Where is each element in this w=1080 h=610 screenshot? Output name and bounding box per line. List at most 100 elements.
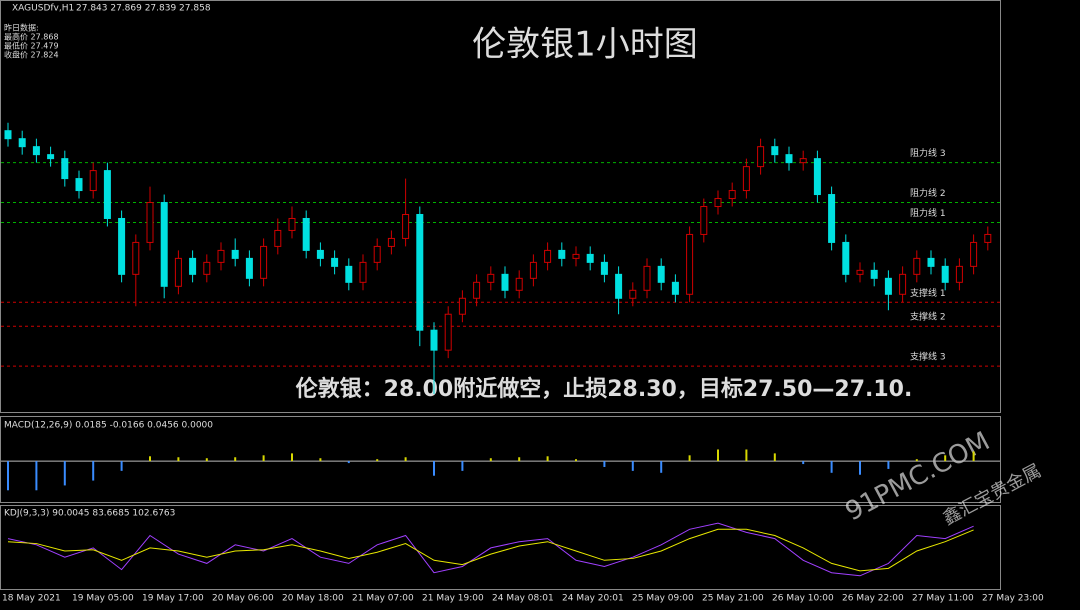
macd-bar — [63, 461, 66, 486]
candle-body — [331, 257, 339, 267]
x-tick-label: 24 May 20:01 — [562, 594, 624, 604]
macd-bar — [802, 461, 805, 465]
candle-body — [32, 146, 40, 156]
candle-body — [359, 261, 367, 283]
candle-body — [600, 261, 608, 275]
candle-body — [870, 269, 878, 279]
candle-body — [544, 249, 552, 263]
macd-bar — [518, 457, 521, 462]
candle-body — [913, 257, 921, 275]
level-label: 支撑线 2 — [910, 311, 946, 323]
candle-body — [657, 265, 665, 283]
candle-body — [586, 253, 594, 263]
candle-body — [316, 249, 324, 259]
info-line: 昨日数据: — [4, 23, 39, 33]
candle-body — [686, 233, 694, 295]
candle-body — [856, 269, 864, 275]
candle-body — [103, 170, 111, 219]
candle-body — [785, 154, 793, 164]
macd-bar — [745, 449, 748, 462]
candle-body — [728, 190, 736, 200]
candle-body — [302, 217, 310, 251]
macd-title: MACD(12,26,9) 0.0185 -0.0166 0.0456 0.00… — [4, 421, 213, 431]
level-label: 支撑线 1 — [910, 287, 946, 299]
candle-body — [444, 313, 452, 351]
x-tick-label: 20 May 18:00 — [282, 594, 344, 604]
ohlc: 27.843 27.869 27.839 27.858 — [76, 4, 211, 14]
macd-bar — [7, 461, 9, 491]
candle-body — [345, 265, 353, 283]
candle-body — [61, 158, 69, 180]
x-tick-label: 25 May 09:00 — [632, 594, 694, 604]
candle-body — [146, 202, 154, 243]
macd-bar — [291, 453, 293, 462]
macd-bar — [887, 461, 890, 469]
candle-body — [700, 206, 708, 235]
kdj-line — [7, 522, 974, 577]
candle-body — [217, 249, 225, 263]
level-label: 阻力线 2 — [910, 187, 946, 199]
candle-body — [714, 198, 722, 208]
macd-bar — [717, 449, 719, 462]
candle-body — [4, 130, 12, 140]
candle-body — [274, 229, 282, 247]
candle-body — [899, 273, 907, 295]
macd-bar — [972, 451, 975, 462]
macd-bar — [319, 458, 322, 462]
candle-body — [799, 158, 807, 164]
candle-body — [47, 154, 55, 160]
candle-body — [458, 297, 466, 315]
x-tick-label: 18 May 2021 — [2, 594, 61, 604]
macd-bar — [433, 461, 435, 476]
level-label: 阻力线 3 — [910, 147, 946, 159]
macd-bar — [177, 457, 180, 462]
candle-body — [842, 241, 850, 275]
macd-bar — [35, 461, 38, 491]
macd-bar — [660, 461, 663, 473]
candle-body — [884, 277, 892, 295]
candle-body — [416, 213, 424, 331]
macd-bar — [575, 459, 577, 462]
macd-bar — [944, 455, 947, 462]
candle-body — [75, 178, 83, 192]
macd-bar — [262, 455, 265, 462]
candle-body — [970, 241, 978, 267]
x-tick-label: 21 May 07:00 — [352, 594, 414, 604]
candle-body — [515, 277, 523, 291]
candle-body — [529, 261, 537, 279]
candle-body — [643, 265, 651, 291]
macd-bar — [631, 461, 634, 471]
candle-body — [813, 158, 821, 196]
x-tick-label: 19 May 17:00 — [142, 594, 204, 604]
level-label: 支撑线 3 — [910, 351, 946, 363]
candle-body — [260, 245, 268, 279]
kdj-line — [7, 528, 974, 572]
macd-bar — [234, 457, 237, 462]
x-tick-label: 21 May 19:00 — [422, 594, 484, 604]
candle-body — [89, 170, 97, 192]
macd-bar — [688, 455, 691, 462]
candle-body — [402, 213, 410, 239]
candle-body — [189, 257, 197, 275]
x-tick-label: 25 May 21:00 — [702, 594, 764, 604]
candle-body — [984, 233, 992, 243]
candle-body — [757, 146, 765, 168]
kdj-pane — [0, 505, 1001, 590]
candle-body — [771, 146, 779, 156]
macd-bar — [603, 461, 606, 467]
candle-body — [288, 217, 296, 231]
candle-body — [387, 237, 395, 247]
price-pane — [0, 0, 1001, 413]
macd-bar — [489, 458, 492, 462]
macd-pane — [0, 416, 1001, 503]
candle-body — [245, 257, 253, 279]
candle-body — [231, 249, 239, 259]
macd-bar — [404, 457, 407, 462]
candle-body — [828, 194, 836, 243]
macd-bar — [546, 456, 549, 462]
x-tick-label: 27 May 11:00 — [912, 594, 974, 604]
candle-body — [941, 265, 949, 283]
